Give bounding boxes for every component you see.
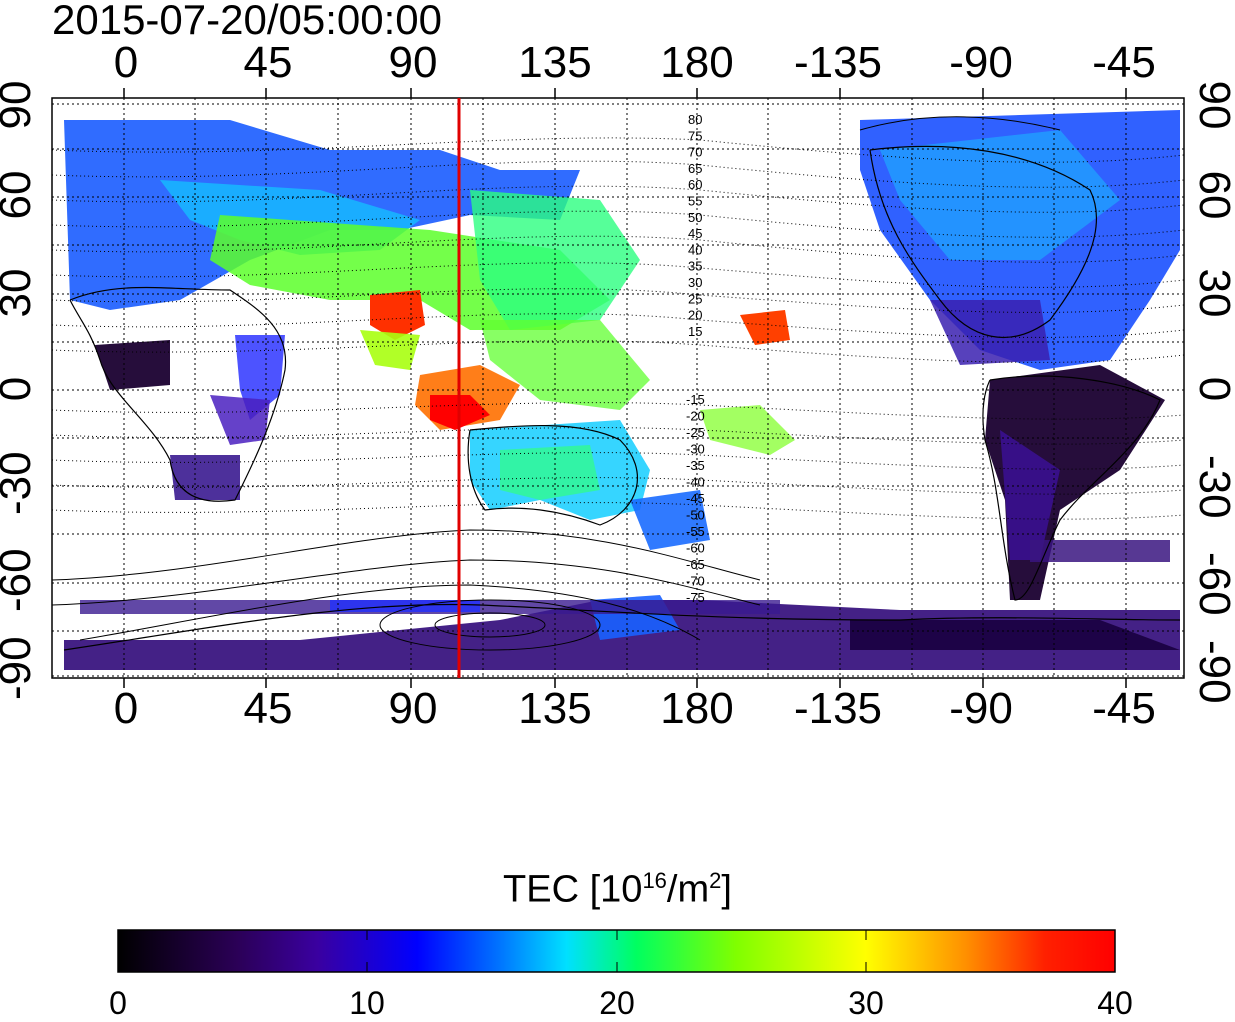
- colorbar-title: TEC [1016/m2]: [503, 868, 732, 911]
- bottom-lon-label: 135: [518, 684, 592, 733]
- dip-label: 80: [688, 112, 702, 127]
- top-lon-label: 45: [243, 38, 293, 87]
- right-lat-label: 60: [1190, 170, 1235, 220]
- top-lon-label: 180: [660, 38, 734, 87]
- dip-label: -60: [686, 541, 705, 556]
- colorbar-tick-label: 30: [848, 985, 884, 1021]
- graticule: [52, 98, 1184, 678]
- coastlines: [63, 145, 1181, 651]
- left-lat-label: 90: [0, 80, 40, 130]
- bottom-lon-label: -90: [949, 684, 1013, 733]
- bottom-lon-label: -45: [1092, 684, 1156, 733]
- dip-label: -55: [686, 524, 705, 539]
- colorbar-tick-label: 10: [349, 985, 385, 1021]
- top-lon-label: -135: [793, 38, 883, 87]
- right-lat-label: 90: [1190, 80, 1235, 130]
- dip-label: 25: [688, 291, 702, 306]
- dip-label: -65: [686, 557, 705, 572]
- dip-label: 75: [688, 128, 702, 143]
- bottom-lon-label: 180: [660, 684, 734, 733]
- dip-label: 65: [688, 161, 702, 176]
- left-lat-label: 30: [0, 268, 40, 318]
- colorbar-tick-label: 0: [109, 985, 127, 1021]
- dip-label: 50: [688, 210, 702, 225]
- dip-label: -20: [686, 409, 705, 424]
- dip-label: -45: [686, 491, 705, 506]
- dip-label: -35: [686, 458, 705, 473]
- right-lat-label: 0: [1190, 376, 1235, 402]
- top-lon-label: 90: [388, 38, 438, 87]
- dip-label: -75: [686, 590, 705, 605]
- colorbar-ticks: [366, 930, 867, 972]
- right-lat-label: -60: [1190, 552, 1235, 616]
- dip-label: -25: [686, 425, 705, 440]
- top-lon-label: 135: [518, 38, 592, 87]
- dip-label: 70: [688, 145, 702, 160]
- left-lat-label: 60: [0, 170, 40, 220]
- bottom-lon-label: 45: [243, 684, 293, 733]
- left-lat-label: -30: [0, 451, 40, 515]
- colorbar-tick-label: 40: [1097, 985, 1133, 1021]
- dip-contours: [52, 116, 1184, 651]
- left-lat-label: -60: [0, 548, 40, 612]
- dip-label: 55: [688, 194, 702, 209]
- dip-label: -70: [686, 574, 705, 589]
- left-lat-label: -90: [0, 636, 40, 700]
- top-lon-label: -45: [1092, 38, 1156, 87]
- dip-label: -15: [686, 392, 705, 407]
- dip-label: -50: [686, 508, 705, 523]
- right-lat-label: -90: [1190, 640, 1235, 704]
- top-lon-label: 0: [113, 38, 139, 87]
- dip-label: 35: [688, 259, 702, 274]
- dip-label: 30: [688, 275, 702, 290]
- dip-label: 20: [688, 308, 702, 323]
- dip-label: 40: [688, 242, 702, 257]
- axis-ticks: [123, 88, 1127, 688]
- bottom-lon-label: -135: [793, 684, 883, 733]
- bottom-lon-label: 90: [388, 684, 438, 733]
- right-lat-label: -30: [1190, 455, 1235, 519]
- dip-label: -40: [686, 475, 705, 490]
- dip-label: -30: [686, 442, 705, 457]
- bottom-lon-label: 0: [113, 684, 139, 733]
- dip-label: 60: [688, 177, 702, 192]
- dip-label: 15: [688, 324, 702, 339]
- left-lat-label: 0: [0, 359, 41, 419]
- right-lat-label: 30: [1190, 268, 1235, 318]
- top-lon-label: -90: [949, 38, 1013, 87]
- dip-label: 45: [688, 226, 702, 241]
- colorbar-tick-label: 20: [599, 985, 635, 1021]
- map-title: 2015-07-20/05:00:00: [52, 0, 442, 43]
